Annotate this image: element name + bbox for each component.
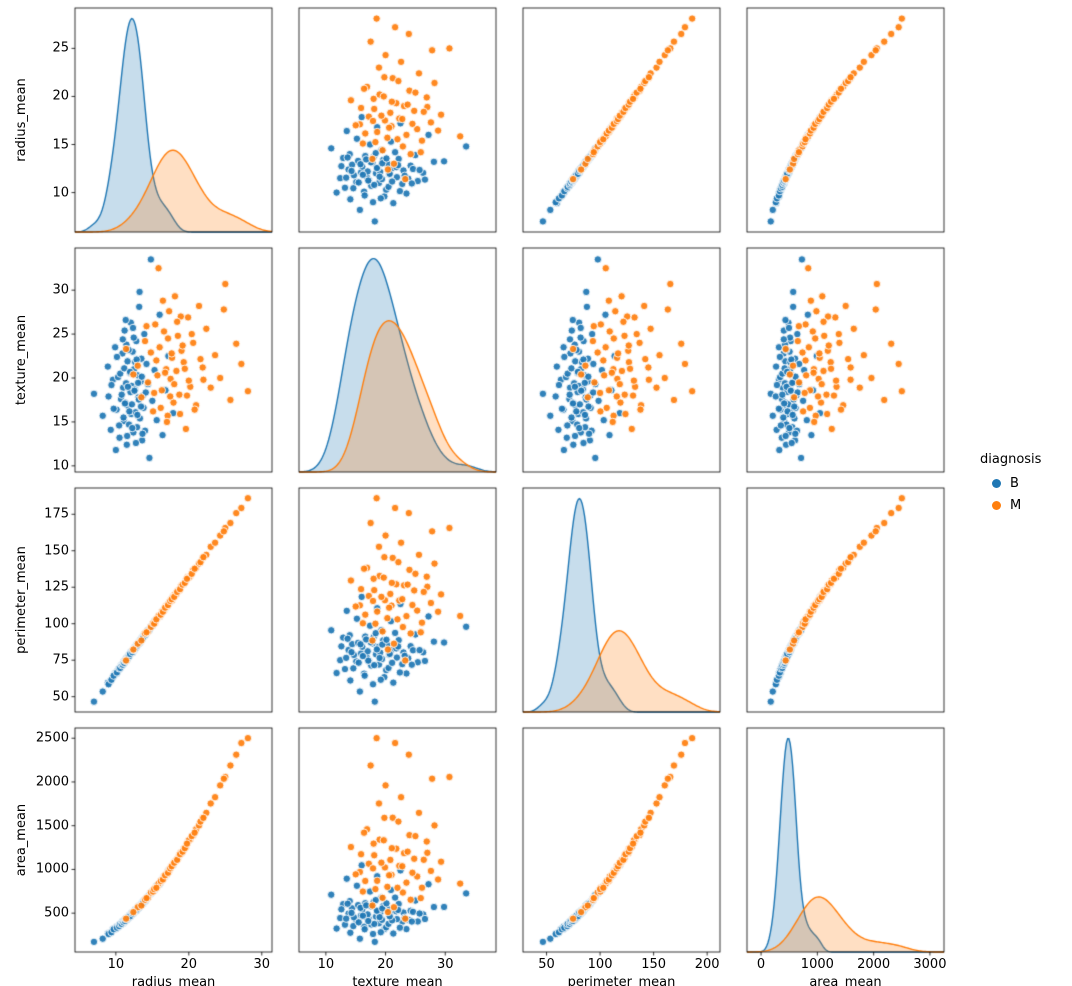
legend: diagnosis B M xyxy=(980,452,1041,520)
y-tick-label: 25 xyxy=(52,40,69,56)
x-tick-label: 20 xyxy=(180,957,198,972)
x-tick-label: 50 xyxy=(538,957,555,972)
y-tick-label: 10 xyxy=(52,458,69,474)
y-axis-label-area-mean: area_mean xyxy=(14,803,29,877)
x-tick-label: 30 xyxy=(436,957,454,972)
x-tick-label: 2000 xyxy=(857,957,891,972)
y-tick-label: 25 xyxy=(52,326,69,342)
y-tick-label: 2000 xyxy=(35,774,69,790)
y-tick-label: 175 xyxy=(44,506,69,522)
x-tick-label: 100 xyxy=(587,957,613,972)
x-axis-label-texture-mean: texture_mean xyxy=(352,975,443,986)
x-tick-label: 0 xyxy=(756,957,766,972)
legend-title: diagnosis xyxy=(980,452,1042,467)
x-tick-label: 10 xyxy=(107,957,125,972)
y-tick-label: 500 xyxy=(44,905,69,921)
y-tick-label: 150 xyxy=(44,543,69,559)
x-axis-label-perimeter-mean: perimeter_mean xyxy=(567,975,676,986)
x-axis-label-area-mean: area_mean xyxy=(809,975,882,986)
x-tick-label: 30 xyxy=(253,957,271,972)
x-tick-label: 10 xyxy=(317,957,335,972)
y-axis-label-radius-mean: radius_mean xyxy=(14,78,29,162)
legend-marker-malignant-icon xyxy=(992,501,1001,510)
x-tick-label: 3000 xyxy=(913,957,947,972)
y-axis-label-texture-mean: texture_mean xyxy=(14,314,29,406)
y-tick-label: 125 xyxy=(44,579,69,595)
x-tick-label: 1000 xyxy=(800,957,834,972)
x-tick-label: 150 xyxy=(641,957,667,972)
legend-marker-benign-icon xyxy=(992,479,1001,488)
x-tick-label: 200 xyxy=(694,957,720,972)
y-tick-label: 20 xyxy=(52,88,69,104)
y-tick-label: 1500 xyxy=(35,818,69,834)
x-axis-label-radius-mean: radius_mean xyxy=(131,975,216,986)
x-tick-label: 20 xyxy=(377,957,394,972)
y-tick-label: 75 xyxy=(52,652,69,668)
legend-label-benign: B xyxy=(1010,476,1019,491)
y-tick-label: 15 xyxy=(52,414,69,430)
y-tick-label: 15 xyxy=(52,137,69,152)
y-tick-label: 50 xyxy=(52,689,69,705)
legend-entry-malignant: M xyxy=(992,498,1041,513)
legend-label-malignant: M xyxy=(1010,498,1022,513)
y-tick-label: 10 xyxy=(52,185,69,201)
y-tick-label: 30 xyxy=(52,282,69,298)
y-tick-label: 100 xyxy=(44,616,69,632)
y-tick-label: 20 xyxy=(52,370,69,386)
legend-entry-benign: B xyxy=(992,476,1041,491)
y-axis-label-perimeter-mean: perimeter_mean xyxy=(14,546,29,654)
y-tick-label: 1000 xyxy=(35,861,69,877)
y-tick-label: 2500 xyxy=(35,730,69,746)
